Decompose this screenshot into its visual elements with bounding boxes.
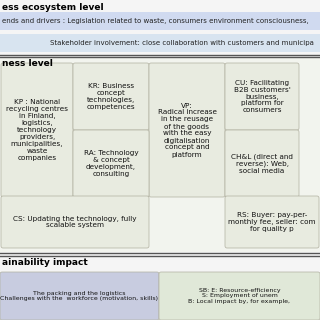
Text: RA: Technology
& concept
development,
consulting: RA: Technology & concept development, co… bbox=[84, 150, 138, 177]
FancyBboxPatch shape bbox=[73, 63, 149, 130]
FancyBboxPatch shape bbox=[225, 130, 299, 197]
FancyBboxPatch shape bbox=[159, 272, 320, 320]
FancyBboxPatch shape bbox=[1, 63, 73, 197]
Text: ess ecosystem level: ess ecosystem level bbox=[2, 3, 104, 12]
Text: Stakeholder involvement: close collaboration with customers and municipa: Stakeholder involvement: close collabora… bbox=[50, 40, 314, 46]
Text: ainability impact: ainability impact bbox=[2, 258, 88, 267]
Text: SB: E: Resource-efficiency
S: Employment of unem
B: Local impact by, for example: SB: E: Resource-efficiency S: Employment… bbox=[188, 288, 291, 304]
Text: CS: Updating the technology, fully
scalable system: CS: Updating the technology, fully scala… bbox=[13, 215, 137, 228]
FancyBboxPatch shape bbox=[0, 272, 159, 320]
Text: ends and drivers : Legislation related to waste, consumers environment conscious: ends and drivers : Legislation related t… bbox=[2, 18, 309, 24]
FancyBboxPatch shape bbox=[73, 130, 149, 197]
Text: RS: Buyer: pay-per-
monthly fee, seller: com
for quality p: RS: Buyer: pay-per- monthly fee, seller:… bbox=[228, 212, 316, 232]
Bar bbox=[0, 34, 320, 52]
Text: The packing and the logistics
Challenges with the  workforce (motivation, skills: The packing and the logistics Challenges… bbox=[1, 291, 158, 301]
Bar bbox=[0, 57, 320, 252]
Text: VP:
Radical increase
in the reusage
of the goods
with the easy
digitalisation
co: VP: Radical increase in the reusage of t… bbox=[157, 102, 217, 157]
Text: KR: Business
concept
technologies,
competences: KR: Business concept technologies, compe… bbox=[87, 83, 135, 110]
FancyBboxPatch shape bbox=[149, 63, 225, 197]
Text: CU: Facilitating
B2B customers'
business,
platform for
consumers: CU: Facilitating B2B customers' business… bbox=[234, 79, 291, 114]
Bar bbox=[0, 12, 320, 30]
FancyBboxPatch shape bbox=[225, 196, 319, 248]
FancyBboxPatch shape bbox=[225, 63, 299, 130]
FancyBboxPatch shape bbox=[1, 196, 149, 248]
Text: KP : National
recycling centres
in Finland,
logistics,
technology
providers,
mun: KP : National recycling centres in Finla… bbox=[6, 99, 68, 161]
Text: ness level: ness level bbox=[2, 59, 53, 68]
Bar bbox=[0, 256, 320, 320]
Text: CH&L (direct and
reverse): Web,
social media: CH&L (direct and reverse): Web, social m… bbox=[231, 153, 293, 174]
